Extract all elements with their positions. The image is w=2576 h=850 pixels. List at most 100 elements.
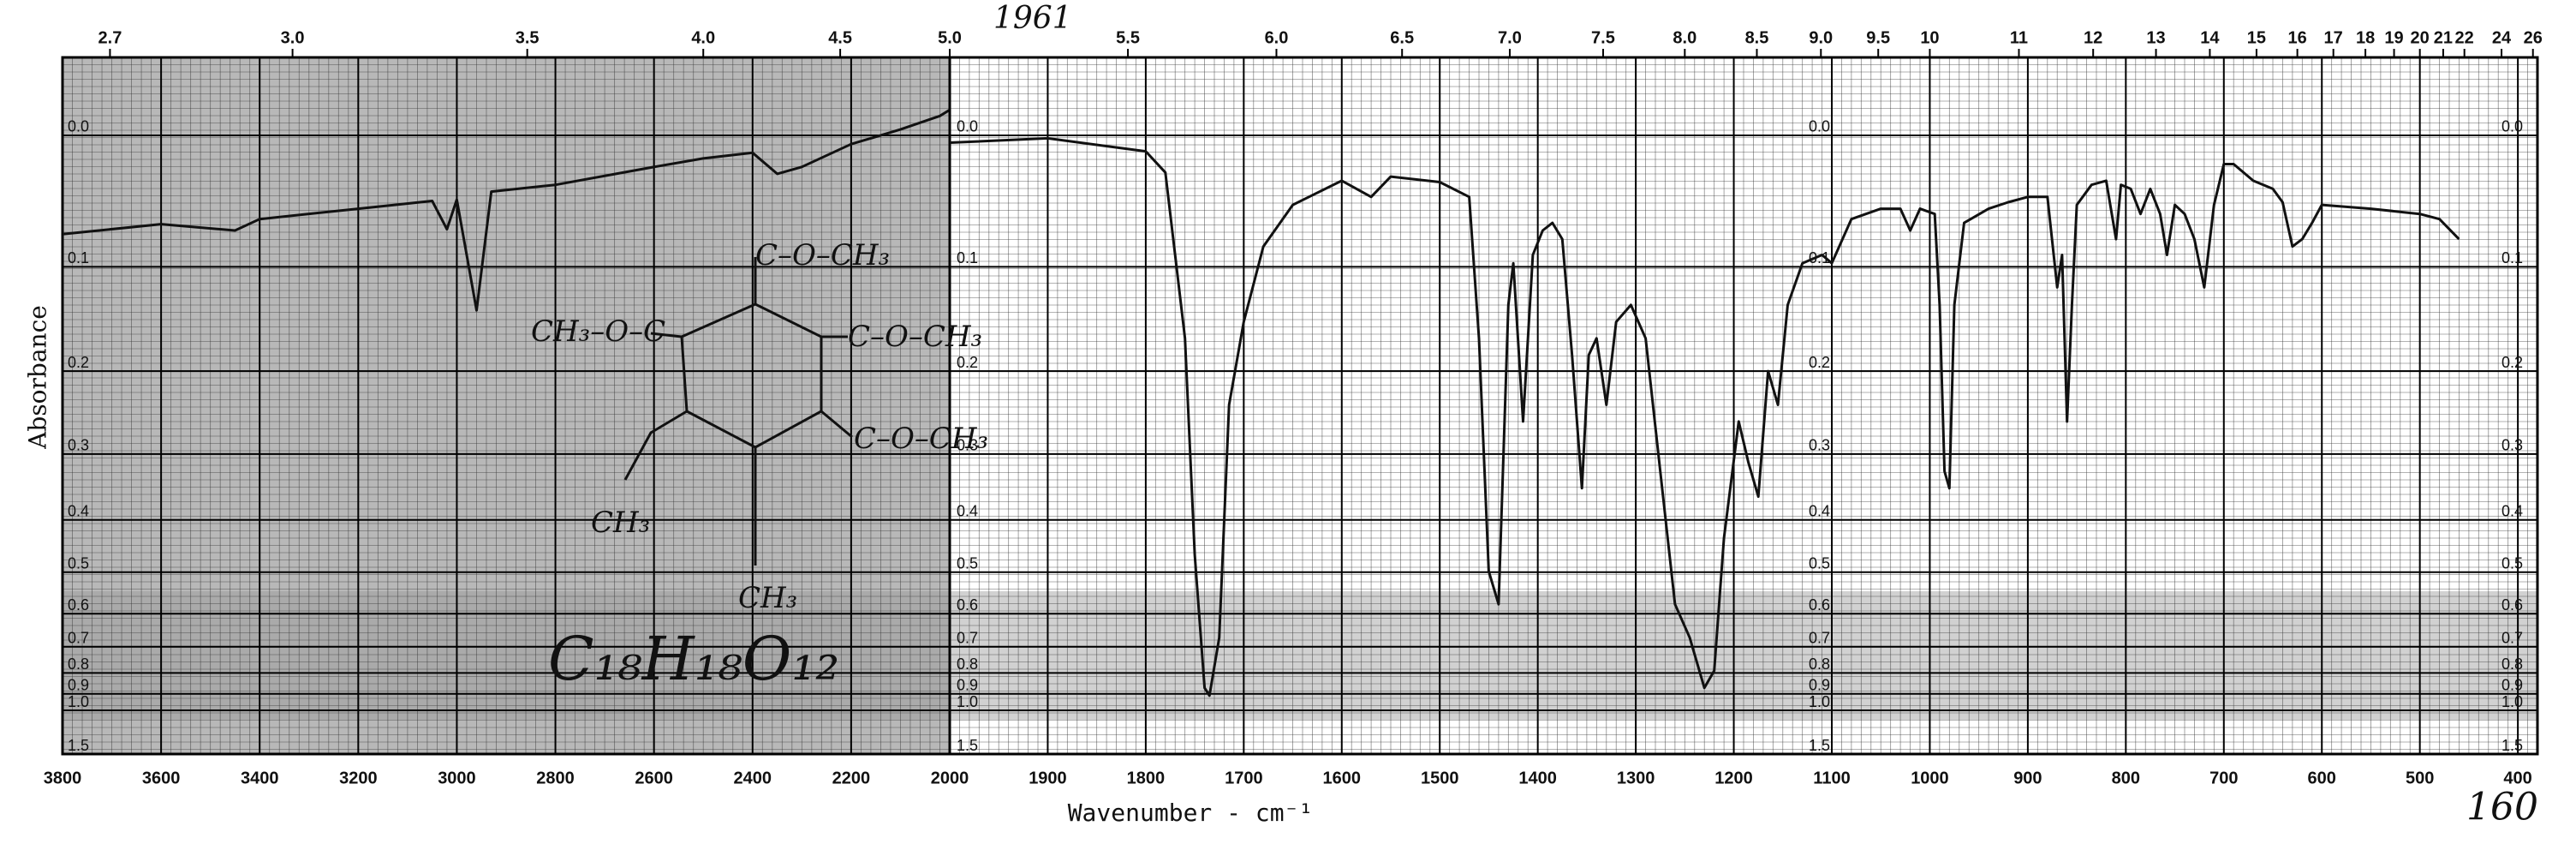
annotation: C–O–CH₃ [755, 238, 890, 272]
x-tick-label: 1500 [1421, 769, 1459, 787]
y-tick-label: 1.5 [957, 737, 978, 754]
y-tick-label: 0.4 [1809, 502, 1830, 519]
x-tick-label: 2800 [536, 769, 575, 787]
annotation: C₁₈H₁₈O₁₂ [548, 624, 839, 694]
y-tick-label: 0.2 [68, 354, 89, 371]
x-tick-label: 3200 [339, 769, 378, 787]
x2-tick-label: 6.0 [1265, 28, 1289, 47]
y-tick-label: 0.0 [957, 118, 978, 135]
x2-tick-label: 2.7 [98, 28, 122, 47]
x2-tick-label: 3.5 [516, 28, 540, 47]
x-tick-label: 1900 [1029, 769, 1067, 787]
plot-frame [948, 56, 2539, 756]
x-tick-label: 3800 [44, 769, 82, 787]
y-tick-label: 0.8 [1809, 655, 1830, 673]
x2-tick-label: 9.0 [1809, 28, 1833, 47]
x-tick-label: 1400 [1518, 769, 1557, 787]
x-tick-label: 1200 [1714, 769, 1753, 787]
x2-tick-label: 18 [2356, 28, 2375, 47]
y-tick-label: 0.5 [957, 555, 978, 572]
x2-tick-label: 11 [2010, 28, 2028, 47]
scan-band [63, 591, 2537, 720]
x-tick-label: 700 [2209, 769, 2238, 787]
y-tick-label: 0.8 [957, 655, 978, 673]
x-tick-label: 2000 [931, 769, 969, 787]
y-tick-label: 0.0 [68, 118, 89, 135]
y-tick-label: 0.9 [2501, 676, 2523, 693]
y-tick-label: 0.7 [1809, 630, 1830, 647]
y-tick-label: 0.9 [1809, 676, 1830, 693]
x-tick-label: 1300 [1617, 769, 1655, 787]
grid [62, 57, 2538, 755]
y-tick-label: 0.6 [1809, 596, 1830, 614]
x2-tick-label: 5.5 [1116, 28, 1140, 47]
bond [820, 410, 853, 439]
y-tick-label: 1.5 [68, 737, 89, 754]
spectrum-line [62, 108, 951, 312]
x-tick-label: 3600 [142, 769, 181, 787]
x2-tick-label: 16 [2287, 28, 2306, 47]
y-tick-label: 0.7 [68, 630, 89, 647]
y-tick-label: 0.1 [68, 249, 89, 266]
y-tick-label: 0.2 [1809, 354, 1830, 371]
x-tick-label: 800 [2112, 769, 2140, 787]
x2-tick-label: 15 [2247, 28, 2266, 47]
y-tick-label: 0.6 [957, 596, 978, 614]
structure-drawing [623, 257, 853, 566]
x-tick-label: 3400 [241, 769, 279, 787]
x2-tick-label: 22 [2455, 28, 2474, 47]
x2-tick-label: 3.0 [281, 28, 305, 47]
y-tick-label: 1.0 [2501, 693, 2523, 710]
x-tick-label: 1000 [1911, 769, 1949, 787]
y-tick-label: 0.9 [957, 676, 978, 693]
y-tick-label: 1.5 [2501, 737, 2523, 754]
y-tick-label: 0.9 [68, 676, 89, 693]
x2-tick-label: 8.0 [1673, 28, 1696, 47]
y-tick-label: 0.5 [2501, 555, 2523, 572]
x2-tick-label: 4.0 [691, 28, 715, 47]
x2-tick-label: 20 [2411, 28, 2430, 47]
x2-tick-label: 6.5 [1390, 28, 1414, 47]
annotation: C–O–CH₃ [854, 422, 988, 456]
x-tick-label: 500 [2406, 769, 2434, 787]
x2-tick-label: 7.0 [1498, 28, 1522, 47]
y-tick-label: 1.0 [68, 693, 89, 710]
annotation: CH₃ [591, 506, 650, 540]
y-tick-label: 1.0 [1809, 693, 1830, 710]
y-tick-label: 0.6 [2501, 596, 2523, 614]
x-tick-label: 2200 [832, 769, 871, 787]
x2-tick-label: 19 [2384, 28, 2403, 47]
x2-tick-label: 24 [2492, 28, 2512, 47]
annotation: CH₃–O–C [531, 314, 665, 349]
y-tick-label: 0.7 [957, 630, 978, 647]
y-tick-label: 0.2 [957, 354, 978, 371]
y-tick-label: 0.3 [957, 437, 978, 454]
y-tick-label: 0.1 [957, 249, 978, 266]
y-tick-label: 0.3 [1809, 437, 1830, 454]
x2-tick-label: 14 [2200, 28, 2220, 47]
y-tick-label: 1.5 [1809, 737, 1830, 754]
y-tick-label: 0.7 [2501, 630, 2523, 647]
y-tick-label: 0.2 [2501, 354, 2523, 371]
x-tick-label: 1100 [1813, 769, 1850, 787]
x2-tick-label: 13 [2146, 28, 2165, 47]
annotation: C–O–CH₃ [848, 320, 982, 354]
y-tick-label: 0.4 [2501, 502, 2523, 519]
bond [623, 410, 688, 481]
y-axis-title: Absorbance [24, 305, 52, 450]
y-tick-label: 1.0 [957, 693, 978, 710]
y-tick-label: 0.4 [68, 502, 89, 519]
annotation: 160 [2466, 786, 2538, 829]
x-tick-label: 900 [2013, 769, 2042, 787]
x-tick-label: 2400 [734, 769, 772, 787]
spectrum-line [949, 136, 2460, 697]
x2-tick-label: 10 [1920, 28, 1939, 47]
annotation: 1961 [993, 1, 1072, 36]
x-axis-title: Wavenumber - cm⁻¹ [1068, 799, 1314, 827]
y-tick-label: 0.1 [1809, 249, 1830, 266]
bond [650, 332, 683, 338]
y-tick-label: 0.4 [957, 502, 978, 519]
y-tick-label: 0.0 [1809, 118, 1830, 135]
x2-tick-label: 4.5 [828, 28, 852, 47]
